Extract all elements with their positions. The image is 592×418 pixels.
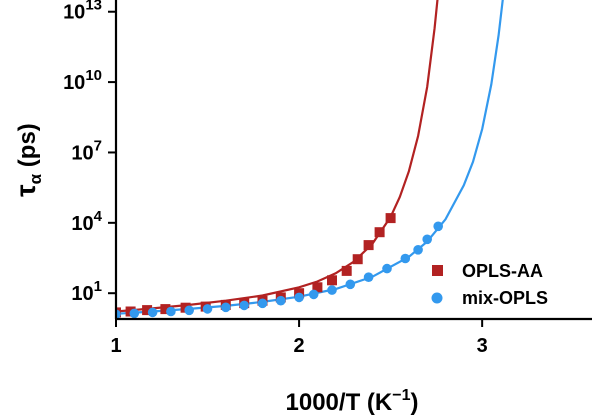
data-point-mix-opls-16	[400, 253, 411, 264]
data-markers	[116, 213, 444, 319]
legend: OPLS-AA mix-OPLS	[431, 261, 548, 308]
data-point-mix-opls-3	[166, 306, 176, 317]
x-tick-label-1: 1	[110, 335, 121, 357]
data-point-opls-aa-15	[363, 240, 374, 251]
data-point-mix-opls-11	[308, 289, 319, 300]
data-point-mix-opls-0	[116, 309, 121, 319]
data-point-opls-aa-16	[374, 227, 385, 238]
x-ticks: 1 2 3	[110, 319, 488, 357]
legend-marker-opls-aa	[432, 265, 443, 276]
data-point-opls-aa-17	[385, 213, 396, 224]
fit-curves	[116, 0, 504, 315]
data-point-mix-opls-13	[345, 279, 356, 290]
y-axis-label: τα (ps)	[10, 123, 45, 197]
data-point-mix-opls-10	[294, 292, 304, 303]
data-point-mix-opls-17	[413, 245, 423, 255]
legend-marker-mix-opls	[431, 292, 443, 304]
y-tick-label-1: 101	[71, 278, 102, 305]
legend-label-opls-aa: OPLS-AA	[462, 261, 543, 281]
fit-curve-opls-aa	[116, 0, 439, 313]
data-point-mix-opls-1	[129, 308, 140, 319]
data-point-opls-aa-11	[312, 282, 323, 293]
y-ticks: 101 104 107 1010 1013	[63, 0, 116, 305]
data-point-opls-aa-2	[142, 305, 153, 316]
data-point-mix-opls-7	[239, 300, 249, 311]
axes	[114, 0, 592, 321]
y-tick-label-4: 104	[71, 208, 102, 235]
data-point-opls-aa-3	[160, 304, 171, 315]
data-point-mix-opls-15	[382, 263, 392, 274]
data-point-mix-opls-2	[147, 307, 158, 318]
data-point-mix-opls-19	[433, 221, 444, 232]
y-tick-label-10: 1010	[63, 67, 102, 94]
data-point-mix-opls-12	[327, 285, 337, 295]
x-axis-label: 1000/T (K−1)	[286, 387, 419, 416]
data-point-mix-opls-18	[422, 234, 433, 245]
data-point-mix-opls-14	[363, 272, 374, 283]
data-point-mix-opls-9	[276, 295, 286, 306]
legend-label-mix-opls: mix-OPLS	[462, 288, 548, 308]
x-tick-label-2: 2	[294, 335, 305, 357]
data-point-mix-opls-5	[202, 304, 213, 314]
fit-curve-mix-opls	[116, 0, 504, 315]
data-point-mix-opls-6	[221, 302, 231, 313]
data-point-mix-opls-4	[184, 305, 194, 316]
y-tick-label-7: 107	[71, 137, 102, 164]
data-point-opls-aa-13	[341, 265, 352, 276]
y-tick-label-13: 1013	[63, 0, 102, 24]
x-tick-label-3: 3	[477, 335, 488, 357]
data-point-mix-opls-8	[257, 298, 268, 309]
data-point-opls-aa-14	[352, 254, 363, 265]
data-point-opls-aa-12	[327, 275, 337, 286]
